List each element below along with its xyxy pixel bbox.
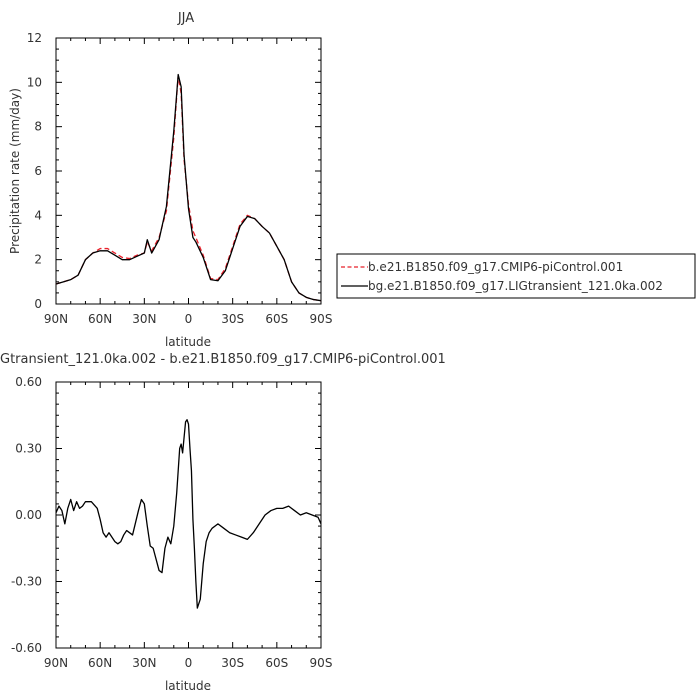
y-tick-label: 2	[34, 253, 42, 267]
y-tick-label: -0.30	[11, 575, 42, 589]
legend-label-lig: bg.e21.B1850.f09_g17.LIGtransient_121.0k…	[368, 279, 663, 293]
x-tick-label: 30S	[221, 312, 244, 326]
series-line-0	[55, 419, 322, 609]
x-tick-label: 30S	[221, 656, 244, 670]
y-tick-label: 4	[34, 208, 42, 222]
bottom-x-axis: 90N 60N 30N 0 30S 60S 90S	[44, 382, 333, 670]
legend-box	[336, 253, 696, 299]
x-tick-label: 60S	[265, 656, 288, 670]
y-tick-label: 8	[34, 120, 42, 134]
y-tick-label: 0	[34, 297, 42, 311]
series-line-0	[55, 75, 322, 302]
x-tick-label: 30N	[132, 656, 156, 670]
y-tick-label: 12	[27, 31, 42, 45]
top-x-axis: 90N 60N 30N 0 30S 60S 90S	[44, 38, 333, 326]
x-tick-label: 60N	[88, 312, 112, 326]
x-tick-label: 90N	[44, 656, 68, 670]
y-tick-label: 10	[27, 75, 42, 89]
x-tick-label: 60N	[88, 656, 112, 670]
x-tick-label: 90S	[310, 312, 333, 326]
x-tick-label: 90N	[44, 312, 68, 326]
series-line-1	[55, 73, 322, 302]
x-tick-label: 60S	[265, 312, 288, 326]
y-tick-label: 0.30	[15, 442, 42, 456]
bottom-plot-frame	[55, 381, 322, 649]
y-tick-label: 0.00	[15, 508, 42, 522]
chart-title-top: JJA	[177, 11, 194, 26]
legend: b.e21.B1850.f09_g17.CMIP6-piControl.001 …	[336, 253, 696, 299]
x-tick-label: 0	[185, 656, 193, 670]
top-y-axis: 0 2 4 6 8 10 12	[27, 31, 321, 311]
top-series-group	[55, 73, 322, 302]
panel-difference: Gtransient_121.0ka.002 - b.e21.B1850.f09…	[0, 352, 446, 693]
x-tick-label: 30N	[132, 312, 156, 326]
y-tick-label: -0.60	[11, 641, 42, 655]
y-tick-label: 6	[34, 164, 42, 178]
bottom-y-axis: 0.60 0.30 0.00 -0.30 -0.60	[11, 375, 321, 655]
top-y-axis-label: Precipitation rate (mm/day)	[8, 88, 22, 254]
x-tick-label: 90S	[310, 656, 333, 670]
y-tick-label: 0.60	[15, 375, 42, 389]
chart-title-bottom: Gtransient_121.0ka.002 - b.e21.B1850.f09…	[0, 352, 446, 367]
x-tick-label: 0	[185, 312, 193, 326]
bottom-x-axis-label: latitude	[165, 679, 211, 693]
legend-label-control: b.e21.B1850.f09_g17.CMIP6-piControl.001	[368, 260, 623, 274]
top-x-axis-label: latitude	[165, 335, 211, 349]
bottom-series-group	[55, 419, 322, 609]
panel-precip: JJA 90N 60N 30N 0 30S 60S 90S 0 2 4 6 8 10 12 latitu…	[8, 11, 332, 349]
top-plot-frame	[55, 37, 322, 305]
